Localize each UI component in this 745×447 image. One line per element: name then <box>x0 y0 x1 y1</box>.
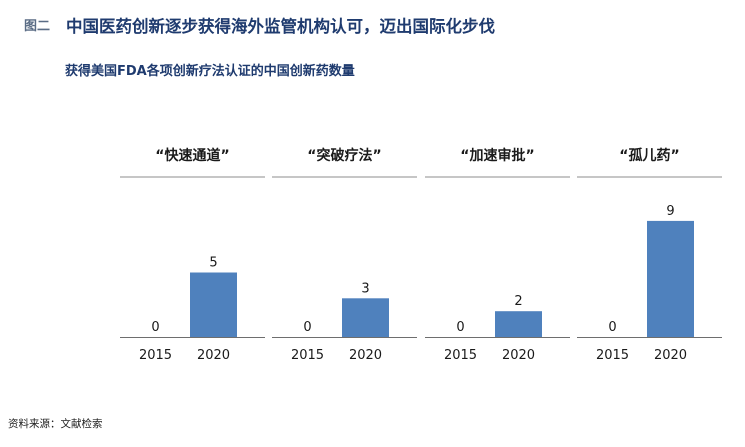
data-label: 0 <box>456 320 464 335</box>
panel-title: “快速通道” <box>155 147 229 164</box>
x-tick-label: 2020 <box>502 348 535 363</box>
x-tick-label: 2015 <box>444 348 477 363</box>
x-tick-label: 2015 <box>291 348 324 363</box>
x-tick-label: 2015 <box>596 348 629 363</box>
chart-subtitle: 获得美国FDA各项创新疗法认证的中国创新药数量 <box>65 64 355 79</box>
figure-number: 图二 <box>24 19 51 34</box>
data-label: 2 <box>514 294 522 309</box>
data-label: 3 <box>361 281 369 296</box>
bar <box>190 272 237 337</box>
x-tick-label: 2020 <box>197 348 230 363</box>
bar <box>342 298 389 337</box>
bar <box>647 220 694 337</box>
source-note: 资料来源：文献检索 <box>8 418 103 430</box>
data-label: 5 <box>209 256 217 271</box>
bar-chart: “快速通道” 0 2015 5 2020 “突破疗法” 0 2015 3 2020 “加速审批” 0 2… <box>120 147 722 363</box>
bar <box>495 311 542 337</box>
panel-title: “突破疗法” <box>307 147 381 164</box>
data-label: 0 <box>151 320 159 335</box>
panel-title: “孤儿药” <box>619 147 679 164</box>
x-tick-label: 2020 <box>654 348 687 363</box>
x-tick-label: 2015 <box>139 348 172 363</box>
data-label: 0 <box>303 320 311 335</box>
figure-title: 中国医药创新逐步获得海外监管机构认可，迈出国际化步伐 <box>66 17 495 36</box>
x-tick-label: 2020 <box>349 348 382 363</box>
data-label: 9 <box>666 204 674 219</box>
panel-title: “加速审批” <box>460 147 534 164</box>
data-label: 0 <box>608 320 616 335</box>
